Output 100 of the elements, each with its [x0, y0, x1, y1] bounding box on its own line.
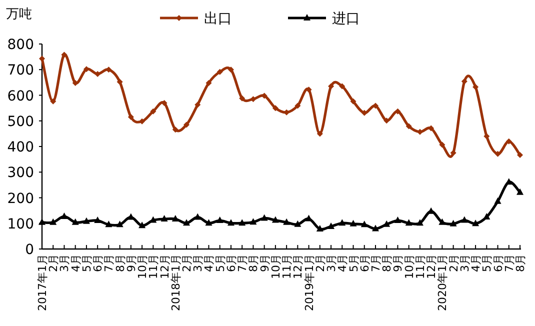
y-tick-label: 300 — [7, 165, 34, 182]
point — [439, 142, 446, 148]
point — [205, 219, 212, 226]
x-tick-label: 2月 — [314, 254, 327, 272]
x-tick-label: 5月 — [480, 254, 494, 272]
point — [372, 224, 379, 232]
point — [472, 220, 480, 226]
x-tick-label: 6月 — [358, 254, 372, 272]
point — [361, 110, 368, 116]
y-tick-label: 0 — [25, 242, 34, 258]
point — [294, 102, 301, 109]
x-tick-label: 7月 — [236, 254, 250, 272]
point — [116, 78, 123, 85]
x-tick-label: 10月 — [402, 254, 416, 279]
x-tick-label: 4月 — [336, 254, 350, 272]
x-tick-label: 9月 — [392, 254, 405, 272]
point — [216, 68, 223, 75]
x-tick-label: 9月 — [258, 254, 272, 272]
point — [506, 138, 512, 144]
point — [394, 216, 402, 224]
point — [172, 126, 178, 133]
point — [483, 212, 490, 220]
x-tick-label: 11月 — [147, 254, 160, 279]
point — [272, 105, 278, 112]
point — [128, 114, 134, 120]
point — [50, 218, 57, 225]
x-tick-label: 5月 — [347, 254, 360, 272]
x-tick-label: 4月 — [202, 254, 216, 272]
x-tick-label: 2月 — [47, 254, 60, 272]
x-tick-label: 3月 — [458, 254, 472, 272]
point — [172, 215, 179, 222]
point — [250, 96, 256, 102]
point — [250, 218, 257, 225]
x-tick-label: 8月 — [247, 254, 260, 272]
x-tick-label: 4月 — [69, 254, 82, 272]
point — [206, 80, 212, 86]
x-tick-label: 9月 — [124, 254, 138, 272]
point — [516, 188, 524, 195]
x-tick-label: 2月 — [447, 254, 460, 272]
y-tick-label: 200 — [7, 190, 34, 207]
x-tick-label: 8月 — [114, 254, 127, 272]
point — [61, 52, 68, 58]
point — [338, 219, 346, 226]
x-tick-label: 8月 — [514, 254, 527, 272]
point — [339, 83, 346, 90]
x-tick-label: 2019年1月 — [302, 254, 316, 311]
x-tick-label: 11月 — [280, 254, 294, 279]
point — [184, 122, 190, 128]
point — [328, 83, 334, 90]
x-tick-label: 3月 — [192, 254, 205, 272]
point — [328, 222, 335, 229]
y-tick-label: 600 — [7, 88, 34, 104]
point — [72, 218, 79, 225]
point — [272, 216, 279, 223]
x-tick-label: 3月 — [325, 254, 338, 272]
point — [228, 66, 234, 73]
x-tick-label: 6月 — [492, 254, 505, 272]
x-tick-label: 7月 — [369, 254, 382, 272]
x-tick-label: 10月 — [269, 254, 282, 279]
point — [405, 219, 412, 226]
point — [450, 220, 457, 226]
x-tick-label: 2018年1月 — [169, 254, 182, 311]
x-tick-label: 3月 — [58, 254, 72, 272]
point — [472, 84, 479, 90]
point — [150, 216, 157, 223]
x-tick-label: 7月 — [102, 254, 116, 272]
point — [360, 220, 368, 228]
point — [183, 219, 190, 226]
point — [494, 150, 501, 157]
point — [461, 78, 468, 84]
x-tick-label: 5月 — [214, 254, 227, 272]
x-tick-label: 12月 — [292, 254, 305, 279]
y-tick-label: 100 — [7, 216, 34, 232]
y-tick-label: 500 — [7, 114, 34, 130]
point — [38, 218, 46, 225]
x-tick-label: 2月 — [180, 254, 194, 272]
point — [82, 217, 90, 224]
point — [350, 98, 356, 104]
point — [450, 150, 456, 156]
point — [316, 225, 324, 232]
point — [406, 123, 412, 130]
x-tick-label: 8月 — [380, 254, 394, 272]
x-tick-label: 11月 — [414, 254, 427, 279]
point — [138, 222, 146, 228]
y-tick-label: 700 — [7, 62, 34, 79]
point — [194, 102, 201, 108]
x-tick-label: 7月 — [502, 254, 516, 272]
point — [105, 220, 112, 228]
point — [384, 118, 390, 124]
x-tick-label: 12月 — [158, 254, 172, 279]
point — [416, 219, 424, 226]
point — [194, 213, 202, 220]
legend-label: 出口 — [204, 11, 232, 27]
point — [94, 216, 102, 224]
point — [116, 220, 124, 228]
point — [260, 214, 268, 221]
point — [238, 219, 246, 226]
x-tick-label: 4月 — [470, 254, 483, 272]
x-tick-label: 12月 — [425, 254, 438, 279]
point — [294, 220, 302, 227]
